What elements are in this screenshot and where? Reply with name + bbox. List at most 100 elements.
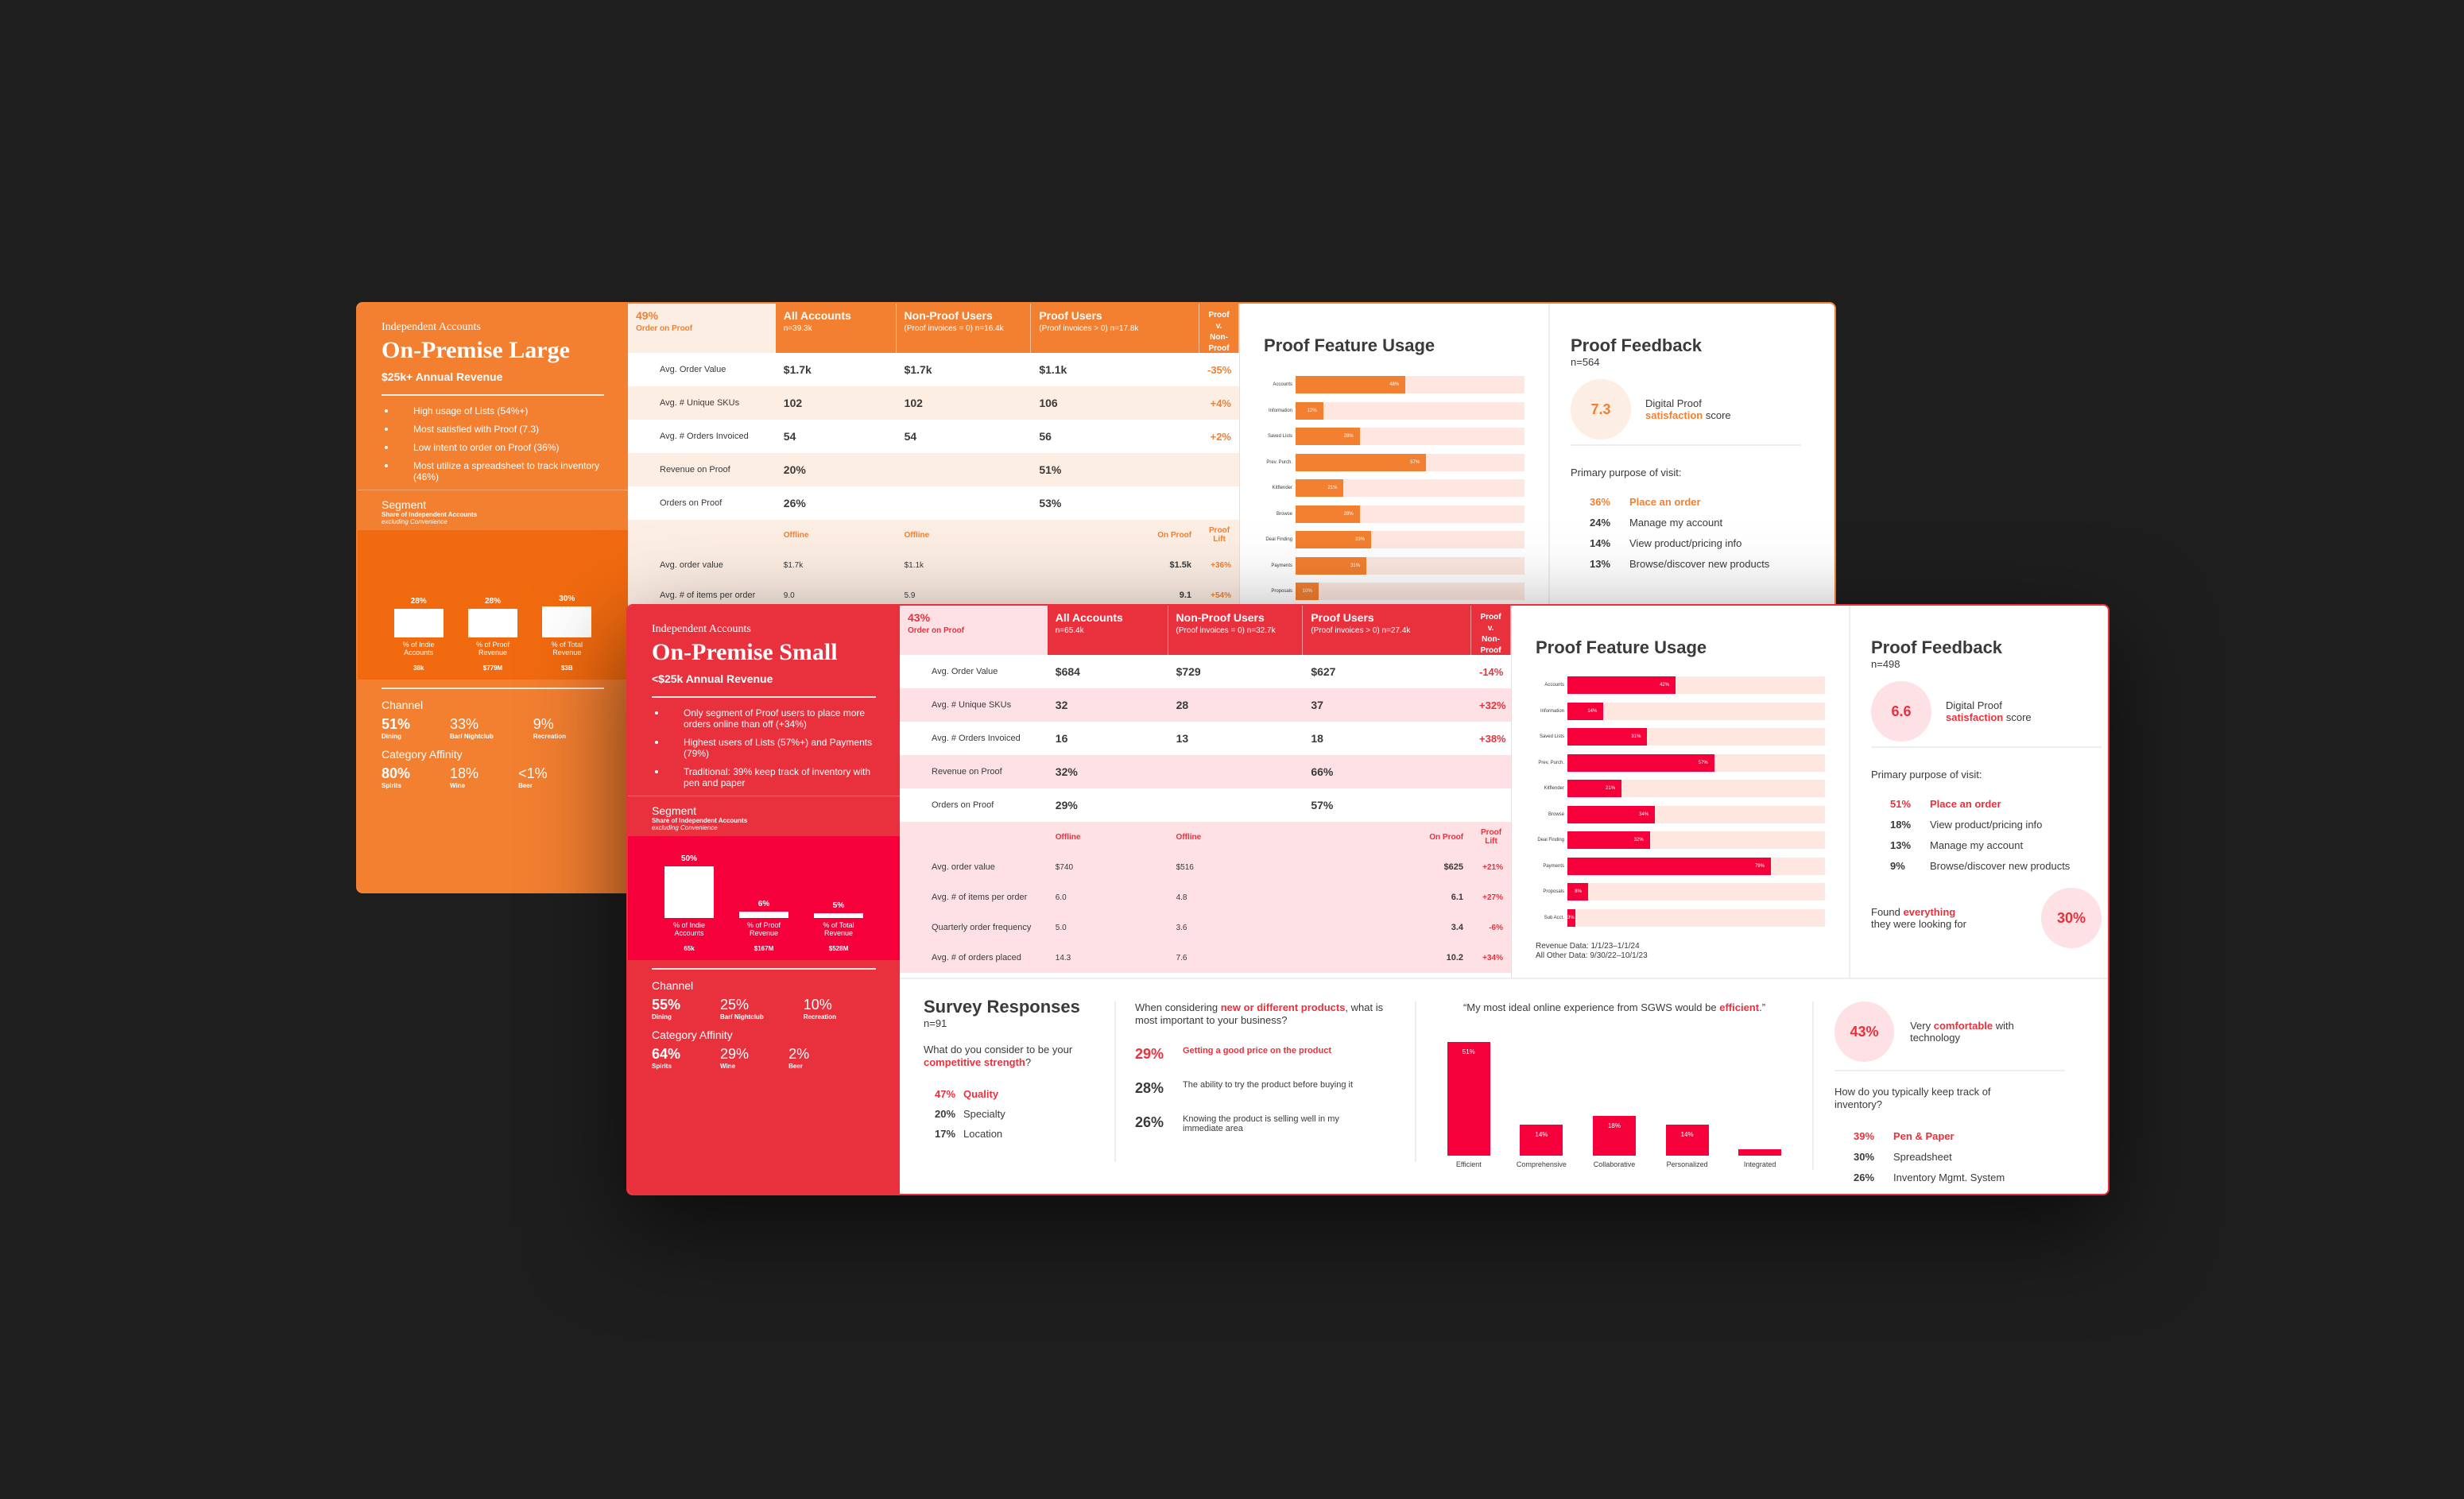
feature-row: Proposals 10% — [1264, 579, 1525, 605]
survey-title: Survey Responses — [924, 997, 1080, 1017]
feature-bar: 28% — [1296, 505, 1360, 523]
found-text: Found — [1871, 906, 1900, 918]
feature-bar: 34% — [1567, 805, 1656, 823]
feature-track: 32% — [1567, 831, 1825, 850]
row-offline: 9.0 — [783, 591, 795, 600]
row-all: $1.7k — [783, 363, 812, 376]
segment-bar — [467, 608, 517, 637]
feature-usage-title: Proof Feature Usage — [1536, 637, 1707, 657]
question-1-end: ? — [1025, 1056, 1032, 1068]
feedback-n: n=498 — [1871, 658, 1900, 670]
table-header: 43% Order on Proof All Accounts n=65.4k No… — [900, 606, 1511, 655]
row-onproof: $1.5k — [1169, 560, 1192, 570]
survey-bar-item: 14% Comprehensive — [1509, 1124, 1573, 1168]
row-all: 20% — [783, 463, 806, 476]
row-offline-proof: 7.6 — [1176, 953, 1187, 963]
row-metric: Avg. Order Value — [932, 667, 998, 676]
table-row: Avg. order value $740 $516 $625 +21% — [900, 852, 1511, 882]
survey-responses: Survey Responses n=91 What do you consid… — [900, 979, 2108, 1194]
feature-row: Prev. Purch. 57% — [1536, 750, 1825, 777]
card-on-premise-small: Independent Accounts On-Premise Small <$… — [626, 604, 2110, 1195]
row-all: 54 — [783, 430, 796, 443]
affinity-value: 2% — [788, 1046, 810, 1062]
segment-amount: 65k — [684, 945, 695, 952]
item-pct: 13% — [1890, 839, 1912, 851]
item-text: Pen & Paper — [1893, 1130, 1955, 1142]
segment-item: 6% % of Proof Revenue $167M — [736, 846, 792, 952]
row-lift: +27% — [1482, 893, 1503, 902]
list-item: 26% Inventory Mgmt. System — [1834, 1172, 2078, 1183]
table-subheader: Offline Offline On Proof Proof Lift — [900, 822, 1511, 852]
answer-text: Specialty — [963, 1108, 1005, 1120]
feature-bar: 8% — [1567, 883, 1588, 901]
score-label: Digital Proof — [1645, 397, 1702, 409]
feature-row: Saved Lists 31% — [1536, 724, 1825, 750]
feedback-title: Proof Feedback — [1571, 335, 1703, 355]
header-pct: 49% — [636, 309, 659, 322]
header-all: All Accounts — [1055, 611, 1123, 624]
header-proof: Proof Users — [1311, 611, 1374, 624]
feature-track: 34% — [1567, 805, 1825, 823]
small-feedback: Proof Feedback n=498 6.6 Digital Proof sa… — [1850, 606, 2108, 978]
score-label-end: score — [1705, 409, 1731, 421]
feature-usage-title: Proof Feature Usage — [1264, 335, 1435, 355]
row-nonproof: $729 — [1176, 665, 1201, 678]
segment-pct: 50% — [680, 854, 697, 863]
channel-name: Bar/ Nightclub — [450, 733, 494, 740]
feature-bar: 28% — [1296, 428, 1360, 446]
segment-item: 30% % of Total Revenue $3B — [539, 540, 595, 672]
list-item: 51% Place an order — [1871, 798, 2102, 810]
table-row: Avg. # Unique SKUs 32 28 37 +32% — [900, 688, 1511, 722]
row-offline-proof: $1.1k — [904, 560, 924, 570]
row-nonproof: $1.7k — [904, 363, 932, 376]
answer-text: Location — [963, 1128, 1003, 1140]
survey-bar: 51% — [1447, 1042, 1490, 1156]
channel-name: Dining — [652, 1013, 672, 1021]
feature-label: Accounts — [1273, 382, 1292, 388]
channel-name: Dining — [382, 733, 401, 740]
row-nonproof: 13 — [1176, 732, 1189, 745]
channel-value: 25% — [720, 997, 750, 1013]
question-1-hl: competitive strength — [924, 1056, 1025, 1068]
channel-value: 51% — [382, 716, 411, 732]
header-nonproof: Non-Proof Users — [904, 309, 993, 322]
item-text: View product/pricing info — [1930, 819, 2043, 831]
table-row: Avg. # Orders Invoiced 16 13 18 +38% — [900, 722, 1511, 755]
table-row: Quarterly order frequency 5.0 3.6 3.4 -6% — [900, 912, 1511, 943]
score-label: Digital Proof — [1946, 699, 2002, 711]
channel-name: Recreation — [533, 733, 567, 740]
item-text: Browse/discover new products — [1629, 558, 1770, 570]
affinity-name: Beer — [518, 782, 533, 789]
table-row: Avg. # Orders Invoiced 54 54 56 +2% — [628, 420, 1239, 453]
channel-value: 10% — [803, 997, 832, 1013]
feedback-n: n=564 — [1571, 356, 1600, 368]
feature-track: 14% — [1567, 702, 1825, 720]
feature-track: 10% — [1296, 583, 1525, 601]
small-sidebar: Independent Accounts On-Premise Small <$… — [628, 606, 900, 1194]
large-feedback: Proof Feedback n=564 7.3 Digital Proof sa… — [1550, 304, 1834, 892]
feature-track: 28% — [1296, 428, 1525, 446]
survey-bar-label: Integrated — [1743, 1160, 1776, 1168]
row-metric: Avg. # Orders Invoiced — [660, 432, 749, 441]
item-pct: 9% — [1890, 860, 1905, 872]
subhead: Offline — [1176, 832, 1202, 842]
row-proof: 37 — [1311, 699, 1323, 711]
large-title: On-Premise Large — [382, 337, 570, 363]
segment-item: 50% % of Indie Accounts 65k — [661, 846, 717, 952]
list-item: Traditional: 39% keep track of inventory… — [652, 766, 876, 788]
segment-item: 28% % of Indie Accounts 38k — [391, 540, 447, 672]
header-proof: Proof Users — [1039, 309, 1102, 322]
feature-bar: 3% — [1567, 908, 1575, 927]
segment-item: 28% % of Proof Revenue $779M — [465, 540, 521, 672]
question-2: When considering — [1135, 1001, 1218, 1013]
answer-item: 28% The ability to try the product before… — [1135, 1080, 1396, 1097]
segment-pct: 5% — [832, 901, 845, 910]
table-row: Revenue on Proof 32% 66% — [900, 755, 1511, 788]
score-label-hl: satisfaction — [1946, 711, 2004, 723]
row-offline: 14.3 — [1055, 953, 1071, 963]
affinity-value: <1% — [518, 765, 548, 781]
feature-label: Browse — [1548, 811, 1564, 817]
item-pct: 26% — [1854, 1172, 1875, 1183]
feature-label: Deal Finding — [1265, 537, 1292, 543]
segment-pct: 28% — [484, 596, 501, 606]
